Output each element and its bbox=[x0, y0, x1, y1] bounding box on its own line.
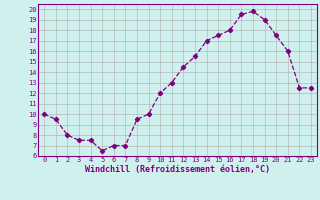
X-axis label: Windchill (Refroidissement éolien,°C): Windchill (Refroidissement éolien,°C) bbox=[85, 165, 270, 174]
